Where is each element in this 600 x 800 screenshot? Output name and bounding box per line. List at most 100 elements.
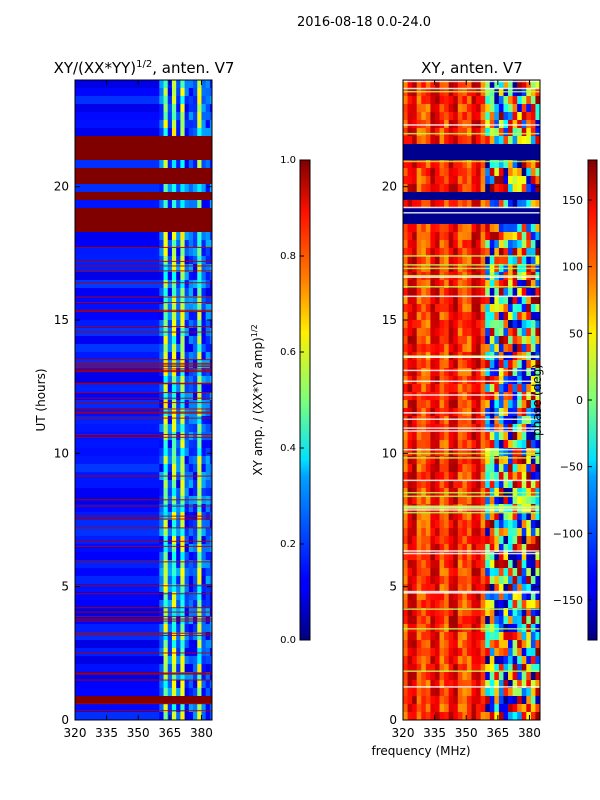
right-heatmap-cell [430,168,436,177]
right-heatmap-cell [439,280,445,289]
right-heatmap-cell [508,328,514,337]
right-heatmap-cell [466,704,472,713]
left-saturated-row [75,696,212,705]
right-heatmap-cell [498,368,504,377]
left-heatmap-cell [188,480,194,489]
right-heatmap-cell [508,512,514,521]
right-heatmap-cell [471,544,477,553]
right-heatmap-cell [503,96,509,105]
right-heatmap-cell [485,520,491,529]
left-heatmap-cell [205,160,211,169]
right-heatmap-cell [444,112,450,121]
left-heatmap-cell [184,600,190,609]
right-heatmap-cell [412,280,418,289]
left-heatmap-cell [205,480,211,489]
left-heatmap-cell [188,280,194,289]
right-heatmap-cell [421,544,427,553]
left-heatmap-cell [180,312,186,321]
right-heatmap-cell [412,576,418,585]
right-heatmap-cell [403,360,409,369]
left-flag-line [75,331,212,333]
right-heatmap-cell [439,568,445,577]
left-heatmap-cell [197,264,202,273]
right-heatmap-cell [421,616,427,625]
right-heatmap-cell [466,312,472,321]
left-heatmap-cell [201,416,207,425]
left-heatmap-cell [163,552,169,561]
right-heatmap-cell [457,360,463,369]
left-heatmap-cell [171,344,177,353]
right-heatmap-cell [526,696,532,705]
left-heatmap-cell [167,232,173,241]
right-heatmap-cell [489,680,495,689]
right-heatmap-cell [421,512,427,521]
right-heatmap-cell [471,592,477,601]
right-heatmap-cell [403,592,409,601]
left-heatmap-cell [201,704,207,713]
right-heatmap-cell [439,360,445,369]
right-heatmap-cell [471,416,477,425]
right-heatmap-cell [512,600,518,609]
right-heatmap-cell [498,712,504,720]
left-heatmap-cell [188,264,194,273]
right-heatmap-cell [407,240,413,249]
right-heatmap-cell [425,432,431,441]
left-flag-line [75,436,212,438]
left-heatmap-cell [184,560,190,569]
right-heatmap-cell [512,400,518,409]
left-heatmap-cell [197,544,202,553]
right-heatmap-cell [535,632,540,641]
left-heatmap-cell [75,480,164,489]
right-heatmap-cell [407,528,413,537]
right-heatmap-cell [498,248,504,257]
right-heatmap-cell [485,512,491,521]
left-heatmap-cell [176,112,181,121]
right-heatmap-cell [457,712,463,720]
right-heatmap-cell [508,464,514,473]
left-heatmap-cell [188,616,194,625]
left-heatmap-cell [176,272,181,281]
right-heatmap-cell [517,224,523,233]
left-heatmap-cell [184,616,190,625]
left-heatmap-cell [193,632,198,641]
right-heatmap-cell [421,240,427,249]
right-heatmap-cell [439,176,445,185]
left-heatmap-cell [176,528,181,537]
left-heatmap-cell [201,672,207,681]
right-heatmap-cell [430,136,436,145]
right-heatmap-cell [421,432,427,441]
right-heatmap-cell [521,168,527,177]
right-heatmap-cell [535,600,540,609]
right-heatmap-cell [425,600,431,609]
right-heatmap-cell [416,384,422,393]
left-heatmap-cell [171,616,177,625]
left-heatmap-cell [75,672,164,681]
right-heatmap-cell [530,96,536,105]
right-heatmap-cell [535,280,540,289]
right-heatmap-cell [434,648,441,657]
right-heatmap-cell [521,200,527,209]
right-heatmap-cell [448,552,454,561]
left-heatmap-cell [201,392,207,401]
right-heatmap-cell [416,608,422,617]
left-heatmap-cell [171,424,177,433]
right-heatmap-cell [425,104,431,113]
right-heatmap-cell [489,656,495,665]
right-heatmap-cell [498,664,504,673]
right-heatmap-cell [521,128,527,137]
right-heatmap-cell [485,288,491,297]
left-heatmap-cell [163,120,169,129]
right-heatmap-cell [485,112,491,121]
right-heatmap-cell [508,520,514,529]
left-heatmap-cell [176,384,181,393]
left-heatmap-cell [197,256,202,265]
right-heatmap-cell [535,544,540,553]
left-heatmap-cell [159,104,165,113]
right-heatmap-cell [403,368,409,377]
right-heatmap-cell [503,632,509,641]
left-heatmap-cell [188,288,194,297]
right-heatmap-cell [503,608,509,617]
right-heatmap-cell [466,664,472,673]
right-heatmap-cell [471,608,477,617]
left-heatmap-cell [209,336,212,345]
